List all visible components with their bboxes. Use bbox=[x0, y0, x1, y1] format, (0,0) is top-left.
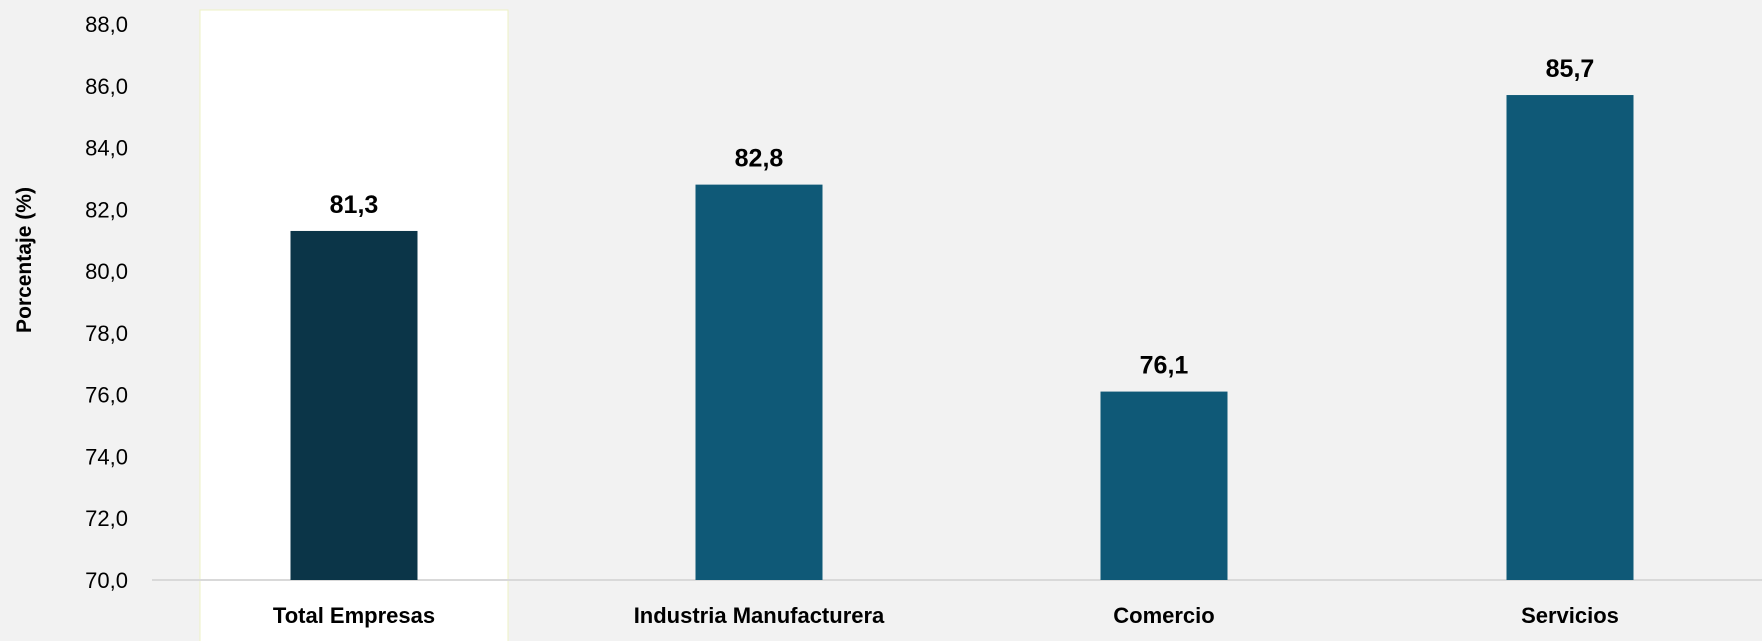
x-tick-label: Industria Manufacturera bbox=[634, 603, 885, 628]
y-tick-label: 78,0 bbox=[85, 321, 128, 346]
y-tick-label: 88,0 bbox=[85, 12, 128, 37]
labels-layer: 81,3 Total Empresas 82,8 Industria Manufact… bbox=[273, 55, 1619, 628]
y-tick-label: 74,0 bbox=[85, 444, 128, 469]
y-tick-label: 72,0 bbox=[85, 506, 128, 531]
x-tick-label: Servicios bbox=[1521, 603, 1619, 628]
data-label: 82,8 bbox=[735, 145, 784, 173]
y-tick-label: 84,0 bbox=[85, 136, 128, 161]
bar bbox=[1100, 391, 1228, 580]
y-tick-label: 82,0 bbox=[85, 197, 128, 222]
data-label: 81,3 bbox=[330, 191, 379, 219]
x-tick-label: Comercio bbox=[1113, 603, 1214, 628]
bar bbox=[290, 230, 418, 580]
y-tick-label: 76,0 bbox=[85, 383, 128, 408]
bar bbox=[1506, 95, 1634, 581]
y-axis-title: Porcentaje (%) bbox=[13, 187, 36, 333]
data-label: 85,7 bbox=[1546, 55, 1595, 83]
y-tick-label: 80,0 bbox=[85, 259, 128, 284]
axis-layer: 70,0 72,0 74,0 76,0 78,0 80,0 82,0 84,0 86,0 88,0 bbox=[85, 12, 1762, 593]
bars-layer bbox=[290, 95, 1634, 581]
y-tick-label: 70,0 bbox=[85, 568, 128, 593]
data-label: 76,1 bbox=[1140, 352, 1189, 380]
y-tick-label: 86,0 bbox=[85, 74, 128, 99]
x-tick-label: Total Empresas bbox=[273, 603, 435, 628]
bar bbox=[695, 184, 823, 580]
